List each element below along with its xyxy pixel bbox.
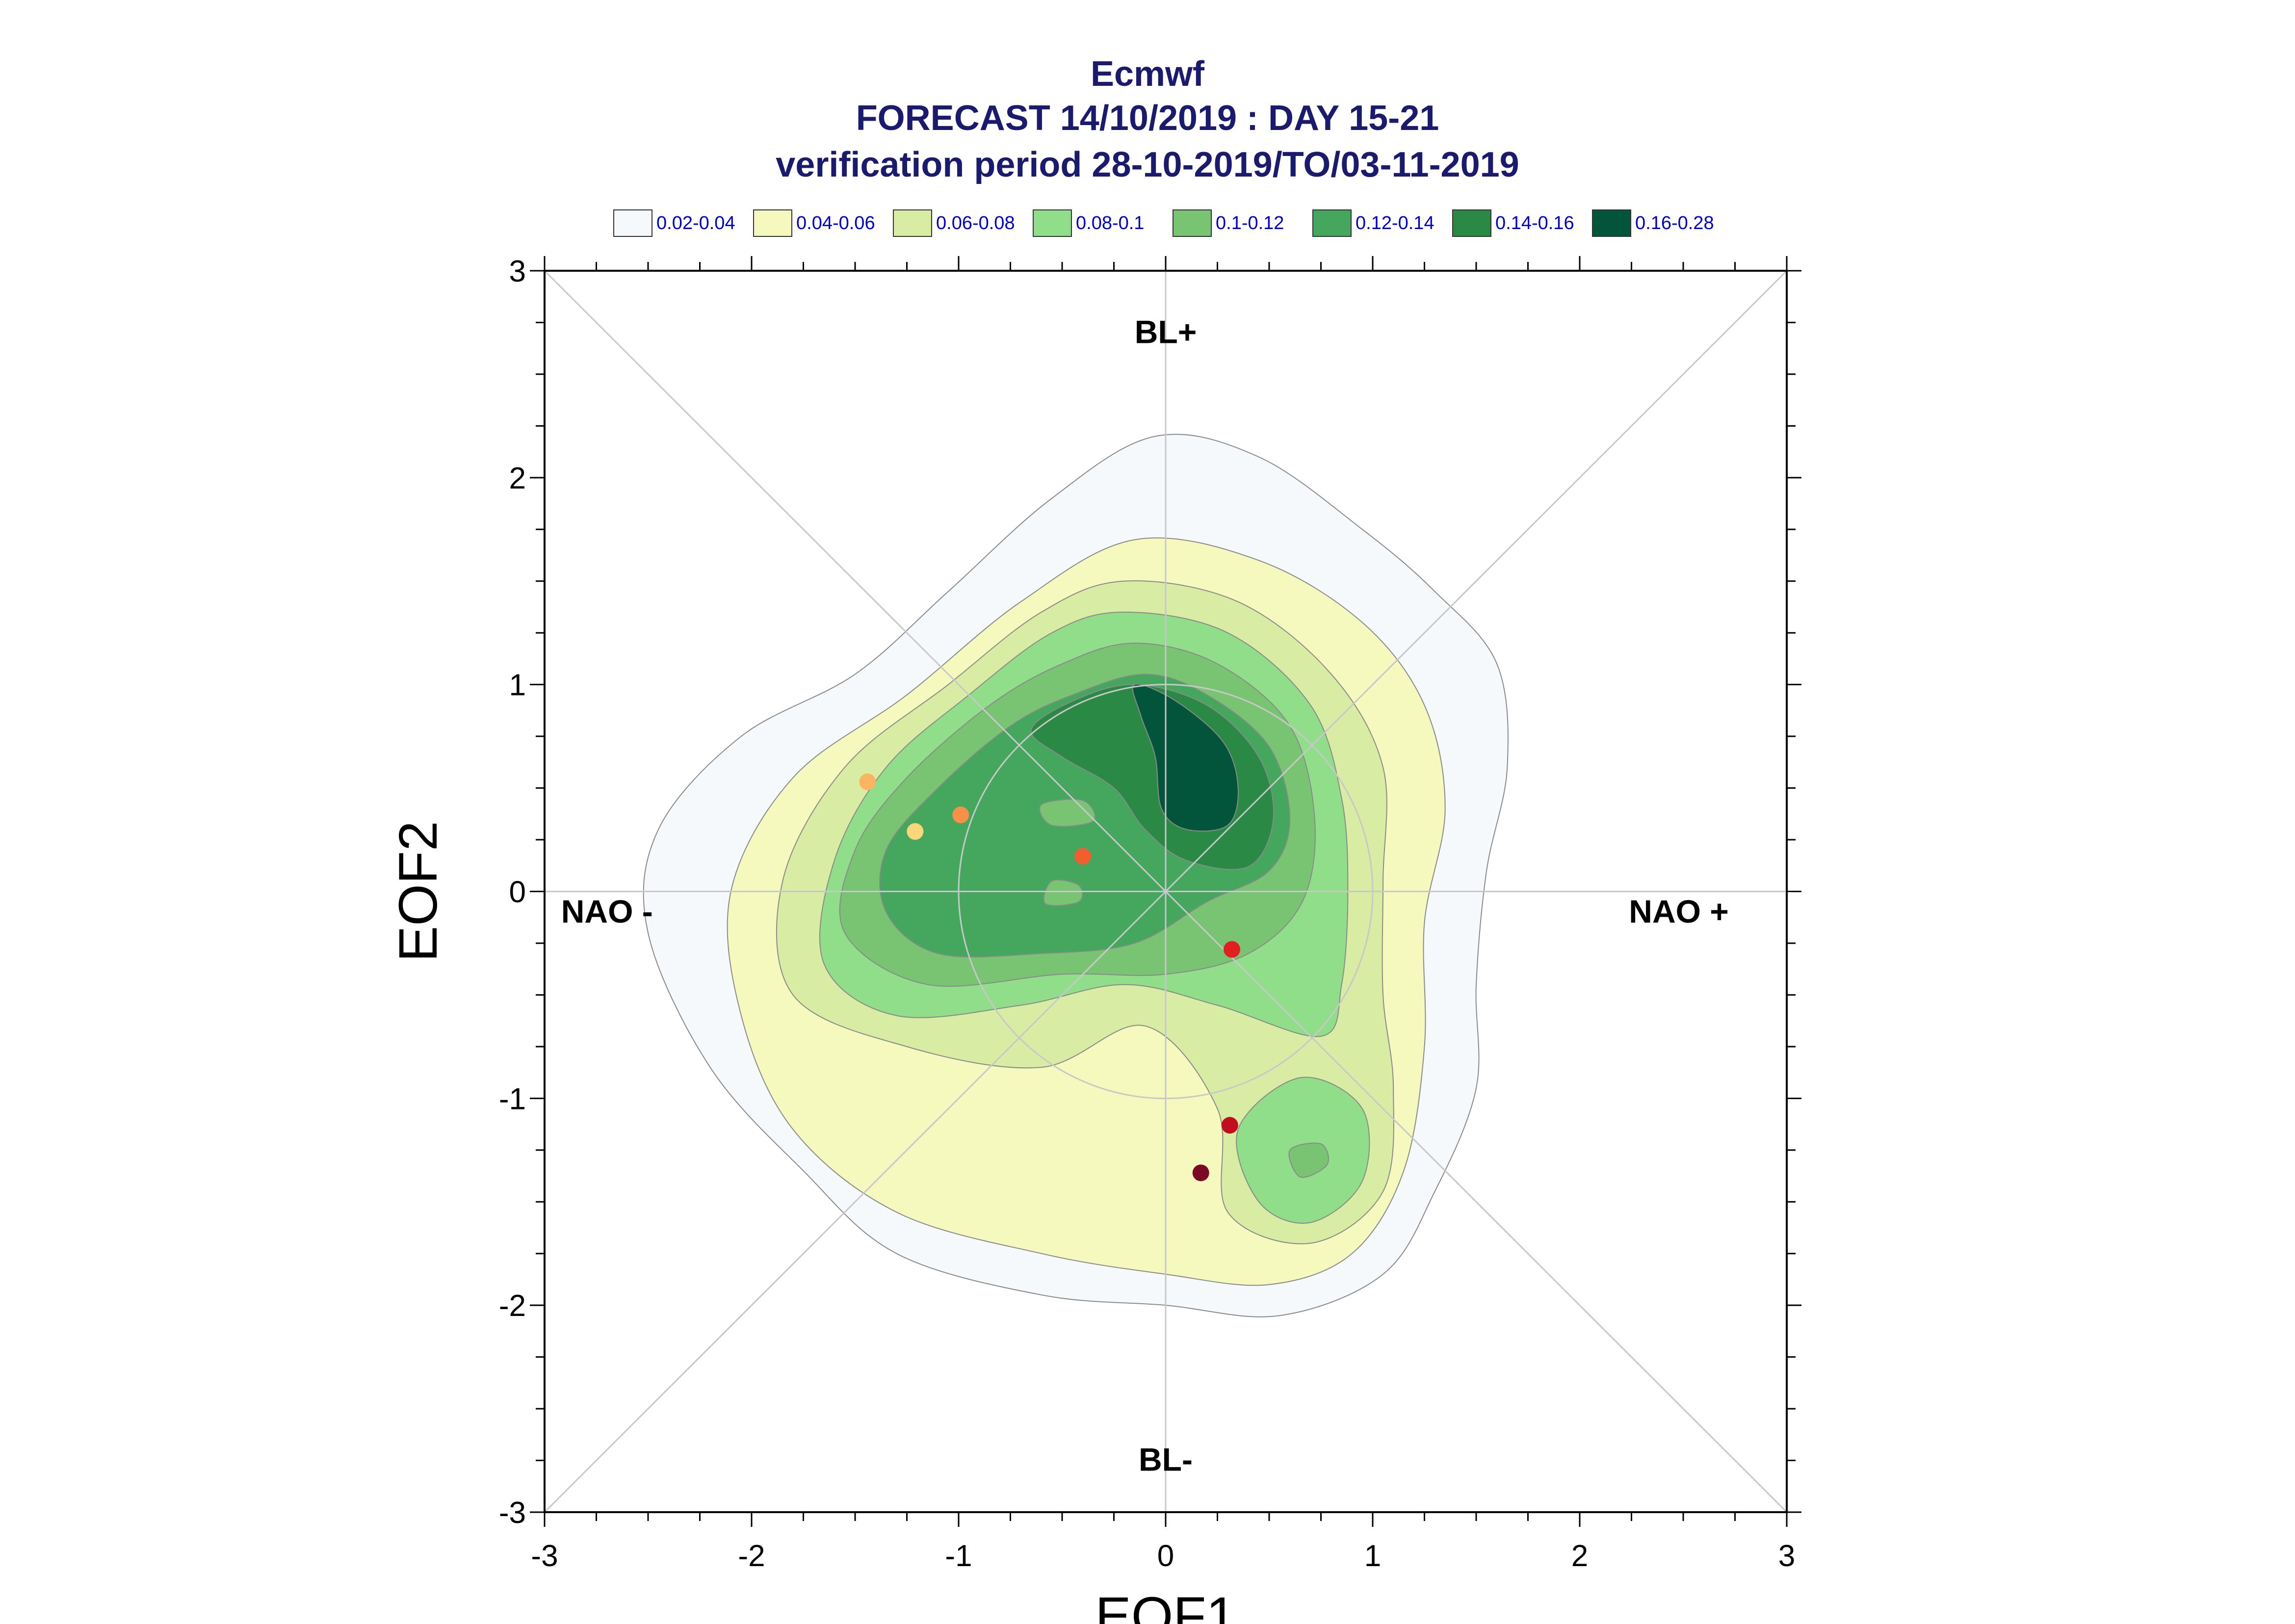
legend-item: 0.08-0.1 <box>1033 209 1173 237</box>
y-axis-label: EOF2 <box>388 821 448 962</box>
chart-subtitle-forecast: FORECAST 14/10/2019 : DAY 15-21 <box>856 99 1439 138</box>
x-tick-label: -3 <box>531 1539 558 1573</box>
ensemble-point <box>1221 1117 1238 1134</box>
contour-band-0.1-0.12 <box>1043 879 1083 906</box>
unit-circle <box>958 684 1374 1099</box>
x-tick-label: -2 <box>738 1539 765 1573</box>
regime-label-nao-minus: NAO - <box>561 893 653 929</box>
ensemble-point <box>1074 848 1092 865</box>
y-tick-label: 1 <box>509 669 526 702</box>
y-tick-label: 0 <box>509 876 526 909</box>
legend-swatch <box>753 209 792 237</box>
guide-lines <box>544 270 1788 1513</box>
contour-band-0.1-0.12 <box>1288 1142 1329 1178</box>
ensemble-point <box>1224 941 1241 958</box>
legend-label: 0.14-0.16 <box>1495 212 1574 233</box>
y-tick-label: 2 <box>509 462 526 495</box>
legend-swatch <box>893 209 932 237</box>
ensemble-points <box>859 773 1241 1182</box>
ensemble-point <box>859 773 876 790</box>
regime-labels: BL+ BL- NAO - NAO + <box>561 314 1729 1478</box>
legend-label: 0.06-0.08 <box>936 212 1015 233</box>
regime-label-bl-minus: BL- <box>1139 1442 1193 1478</box>
ensemble-point <box>1192 1164 1209 1182</box>
x-tick-label: 1 <box>1364 1539 1381 1573</box>
legend-label: 0.12-0.14 <box>1356 212 1434 233</box>
contour-layer <box>643 434 1509 1317</box>
y-tick-label: -3 <box>499 1496 526 1530</box>
y-tick-label: -1 <box>499 1082 526 1116</box>
legend: 0.02-0.04 0.04-0.06 0.06-0.08 0.08-0.1 0.1-0… <box>613 208 1732 238</box>
legend-item: 0.02-0.04 <box>613 209 753 237</box>
legend-label: 0.08-0.1 <box>1076 212 1145 233</box>
legend-item: 0.16-0.28 <box>1592 209 1732 237</box>
x-tick-label: 3 <box>1778 1539 1795 1573</box>
legend-swatch <box>1173 209 1212 237</box>
ensemble-point <box>952 806 969 824</box>
ensemble-point <box>907 823 924 840</box>
legend-swatch <box>1592 209 1631 237</box>
regime-label-nao-plus: NAO + <box>1629 893 1729 929</box>
legend-swatch <box>1452 209 1491 237</box>
legend-label: 0.16-0.28 <box>1635 212 1714 233</box>
legend-item: 0.1-0.12 <box>1173 209 1312 237</box>
contour-band-0.16-0.28 <box>1132 683 1239 832</box>
legend-label: 0.02-0.04 <box>656 212 735 233</box>
legend-item: 0.04-0.06 <box>753 209 893 237</box>
regime-label-bl-plus: BL+ <box>1135 314 1197 350</box>
x-tick-label: -1 <box>945 1539 972 1573</box>
legend-swatch <box>1033 209 1072 237</box>
legend-item: 0.06-0.08 <box>893 209 1033 237</box>
legend-swatch <box>613 209 652 237</box>
legend-label: 0.1-0.12 <box>1216 212 1284 233</box>
x-tick-label: 0 <box>1157 1539 1174 1573</box>
x-tick-label: 2 <box>1571 1539 1588 1573</box>
axes: -3 -2 -1 0 1 2 3 -3 -2 -1 0 1 2 3 EOF1 EOF2 <box>388 255 1801 1624</box>
legend-item: 0.14-0.16 <box>1452 209 1592 237</box>
legend-label: 0.04-0.06 <box>796 212 875 233</box>
y-tick-label: 3 <box>509 255 526 288</box>
chart-subtitle-verification: verification period 28-10-2019/TO/03-11-… <box>776 145 1519 184</box>
legend-item: 0.12-0.14 <box>1312 209 1452 237</box>
x-axis-label: EOF1 <box>1095 1586 1236 1624</box>
legend-swatch <box>1312 209 1352 237</box>
chart-title: Ecmwf <box>1090 54 1205 94</box>
y-tick-label: -2 <box>499 1289 526 1323</box>
